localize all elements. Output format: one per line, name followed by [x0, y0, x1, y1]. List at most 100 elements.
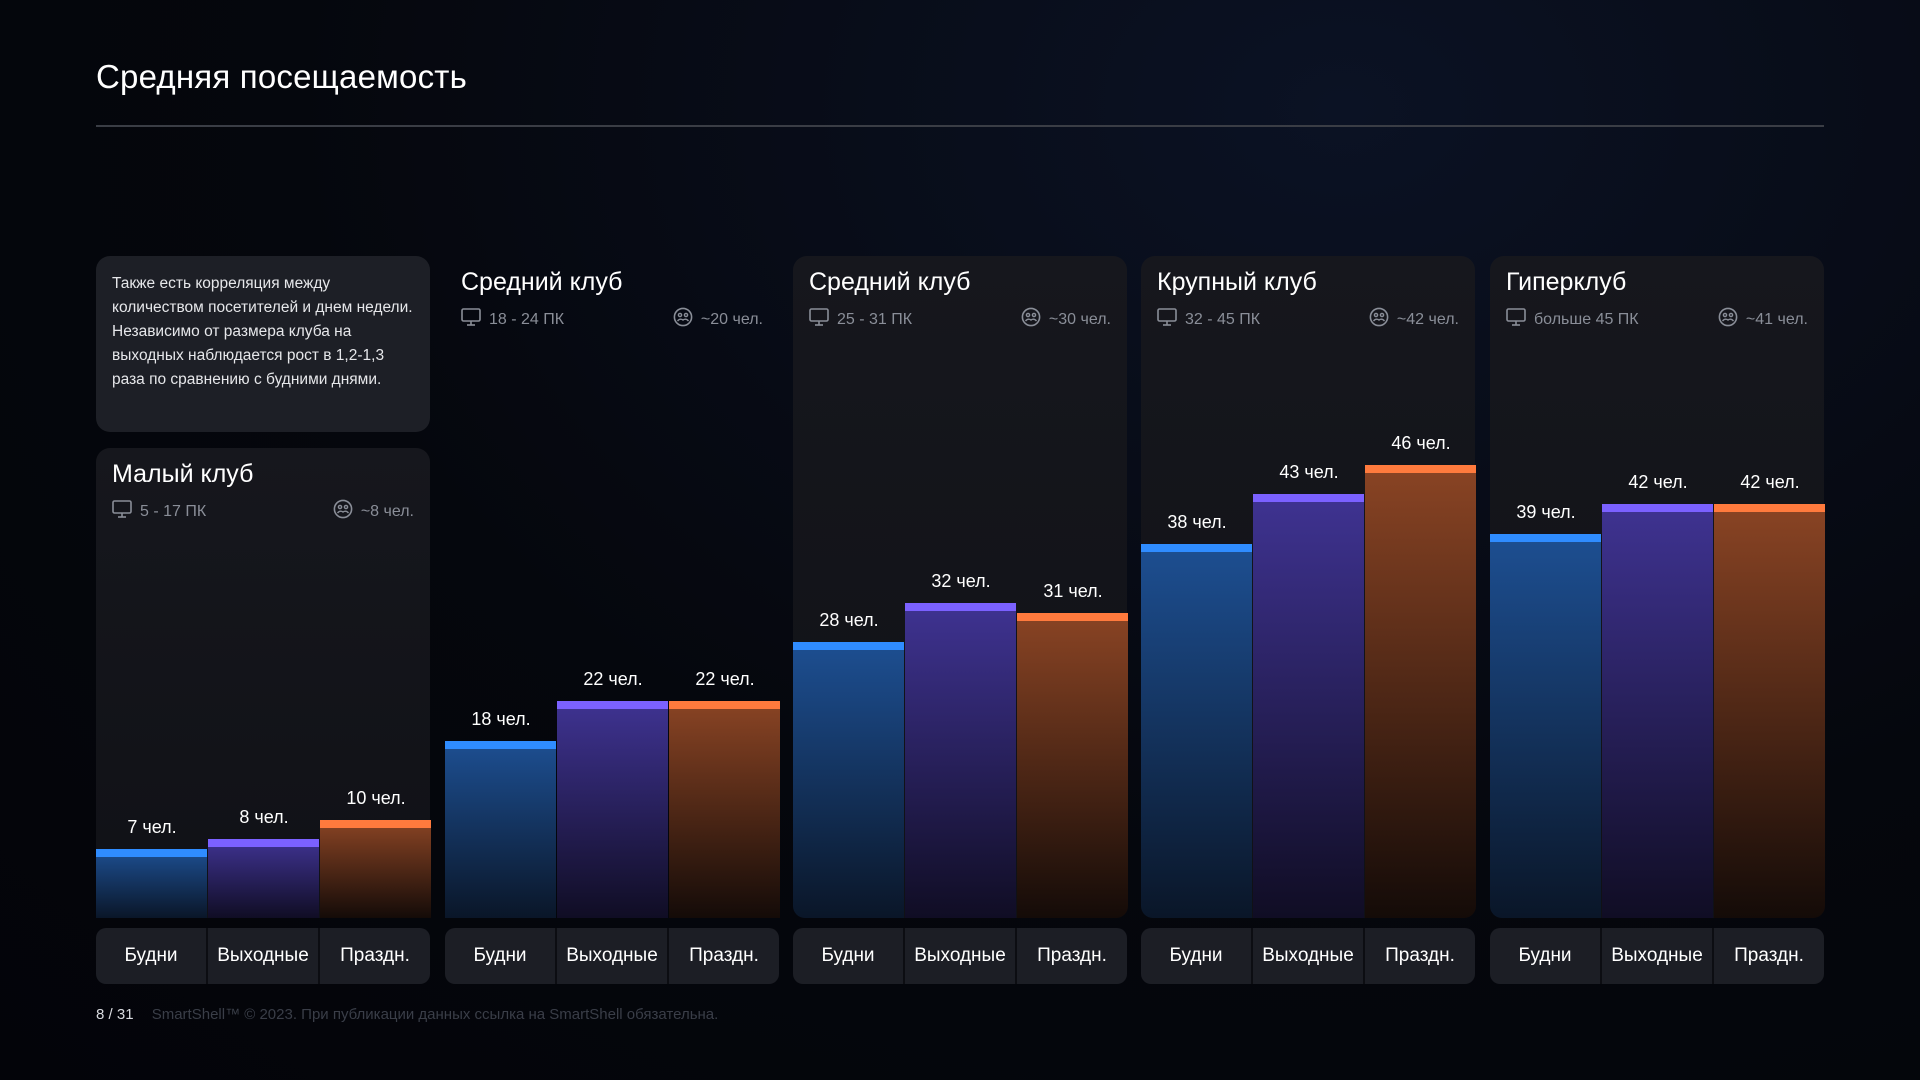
avg-visitors-text: ~42 чел. — [1396, 310, 1459, 328]
people-icon — [673, 307, 693, 332]
avg-visitors-text: ~20 чел. — [700, 310, 763, 328]
category-axis: Будни Выходные Праздн. — [1490, 928, 1824, 984]
category-label: Праздн. — [1712, 928, 1824, 984]
category-label: Будни — [821, 945, 875, 966]
category-label: Праздн. — [667, 928, 779, 984]
bar-value-label: 32 чел. — [931, 570, 991, 591]
bar-value-label: 28 чел. — [819, 610, 879, 631]
club-meta: 5 - 17 ПК ~8 чел. — [112, 499, 414, 524]
bar-weekday — [96, 849, 207, 918]
bar-cap — [557, 701, 668, 710]
bar-cap — [669, 701, 780, 710]
category-label: Выходные — [206, 928, 318, 984]
monitor-icon — [461, 308, 481, 331]
bar-value-label: 46 чел. — [1391, 432, 1451, 453]
avg-visitors: ~41 чел. — [1718, 307, 1808, 332]
bar-weekend — [557, 701, 668, 918]
bar-weekend — [1602, 504, 1713, 918]
bar-cap — [96, 849, 207, 858]
bar-cap — [445, 740, 556, 749]
bar-cap — [1141, 543, 1252, 552]
bar-weekday — [793, 642, 904, 918]
people-icon — [333, 499, 353, 524]
club-title: Средний клуб — [461, 268, 623, 296]
bar-weekday — [445, 740, 556, 918]
pc-range: больше 45 ПК — [1506, 308, 1639, 331]
bar-cap — [1365, 464, 1476, 473]
club-header: Крупный клуб 32 - 45 ПК ~42 чел. — [1157, 268, 1459, 332]
category-label: Праздн. — [1015, 928, 1127, 984]
bar-cap — [793, 642, 904, 651]
bar-holiday — [669, 701, 780, 918]
bar-value-label: 38 чел. — [1167, 511, 1227, 532]
bar-value-label: 8 чел. — [239, 807, 289, 828]
bar-value-label: 22 чел. — [583, 669, 643, 690]
bar-cap — [208, 839, 319, 848]
bar-holiday — [1365, 464, 1476, 918]
club-header: Средний клуб 25 - 31 ПК ~30 чел. — [809, 268, 1111, 332]
pc-range: 5 - 17 ПК — [112, 500, 206, 523]
bar-cap — [320, 819, 431, 828]
pc-range-text: 25 - 31 ПК — [837, 310, 913, 328]
bar-value-label: 22 чел. — [695, 669, 755, 690]
bar-value-label: 18 чел. — [471, 708, 531, 729]
monitor-icon — [1506, 308, 1526, 331]
club-meta: больше 45 ПК ~41 чел. — [1506, 307, 1808, 332]
club-meta: 18 - 24 ПК ~20 чел. — [461, 307, 763, 332]
bar-cap — [905, 602, 1016, 611]
bar-holiday — [1017, 612, 1128, 918]
category-label: Выходные — [903, 928, 1015, 984]
pc-range: 32 - 45 ПК — [1157, 308, 1260, 331]
category-label: Будни — [1518, 945, 1572, 966]
bar-cap — [1490, 533, 1601, 542]
category-label: Праздн. — [1363, 928, 1475, 984]
monitor-icon — [809, 308, 829, 331]
category-label: Выходные — [1251, 928, 1363, 984]
category-label: Будни — [1169, 945, 1223, 966]
club-header: Средний клуб 18 - 24 ПК ~20 чел. — [461, 268, 763, 332]
avg-visitors-text: ~8 чел. — [360, 502, 414, 520]
pc-range: 25 - 31 ПК — [809, 308, 912, 331]
monitor-icon — [112, 500, 132, 523]
bar-weekend — [905, 602, 1016, 918]
club-title: Гиперклуб — [1506, 268, 1627, 296]
category-axis: Будни Выходные Праздн. — [445, 928, 779, 984]
bar-value-label: 42 чел. — [1740, 472, 1800, 493]
pc-range-text: 18 - 24 ПК — [489, 310, 565, 328]
bar-value-label: 31 чел. — [1043, 580, 1103, 601]
avg-visitors: ~42 чел. — [1369, 307, 1459, 332]
bar-value-label: 39 чел. — [1516, 501, 1576, 522]
avg-visitors: ~8 чел. — [333, 499, 414, 524]
people-icon — [1021, 307, 1041, 332]
category-axis: Будни Выходные Праздн. — [1141, 928, 1475, 984]
page-number: 8 / 31 — [96, 1006, 134, 1023]
avg-visitors: ~30 чел. — [1021, 307, 1111, 332]
club-title: Крупный клуб — [1157, 268, 1317, 296]
pc-range-text: 32 - 45 ПК — [1185, 310, 1261, 328]
bar-holiday — [1714, 504, 1825, 918]
title-divider — [96, 125, 1824, 127]
people-icon — [1369, 307, 1389, 332]
note-card: Также есть корреляция между количеством … — [96, 256, 430, 432]
category-label: Будни — [473, 945, 527, 966]
footer: 8 / 31 SmartShell™ © 2023. При публикаци… — [96, 1006, 718, 1023]
category-label: Праздн. — [318, 928, 430, 984]
bar-weekend — [208, 839, 319, 918]
bar-cap — [1253, 494, 1364, 503]
bar-cap — [1017, 612, 1128, 621]
club-meta: 25 - 31 ПК ~30 чел. — [809, 307, 1111, 332]
avg-visitors-text: ~41 чел. — [1745, 310, 1808, 328]
club-meta: 32 - 45 ПК ~42 чел. — [1157, 307, 1459, 332]
pc-range-text: 5 - 17 ПК — [140, 502, 207, 520]
club-title: Малый клуб — [112, 460, 254, 488]
pc-range-text: больше 45 ПК — [1534, 310, 1639, 328]
club-header: Гиперклуб больше 45 ПК ~41 чел. — [1506, 268, 1808, 332]
bar-value-label: 7 чел. — [127, 817, 177, 838]
avg-visitors: ~20 чел. — [673, 307, 763, 332]
bar-weekday — [1490, 533, 1601, 918]
page-title: Средняя посещаемость — [96, 58, 467, 95]
avg-visitors-text: ~30 чел. — [1048, 310, 1111, 328]
category-label: Выходные — [555, 928, 667, 984]
club-title: Средний клуб — [809, 268, 971, 296]
bar-value-label: 43 чел. — [1279, 462, 1339, 483]
